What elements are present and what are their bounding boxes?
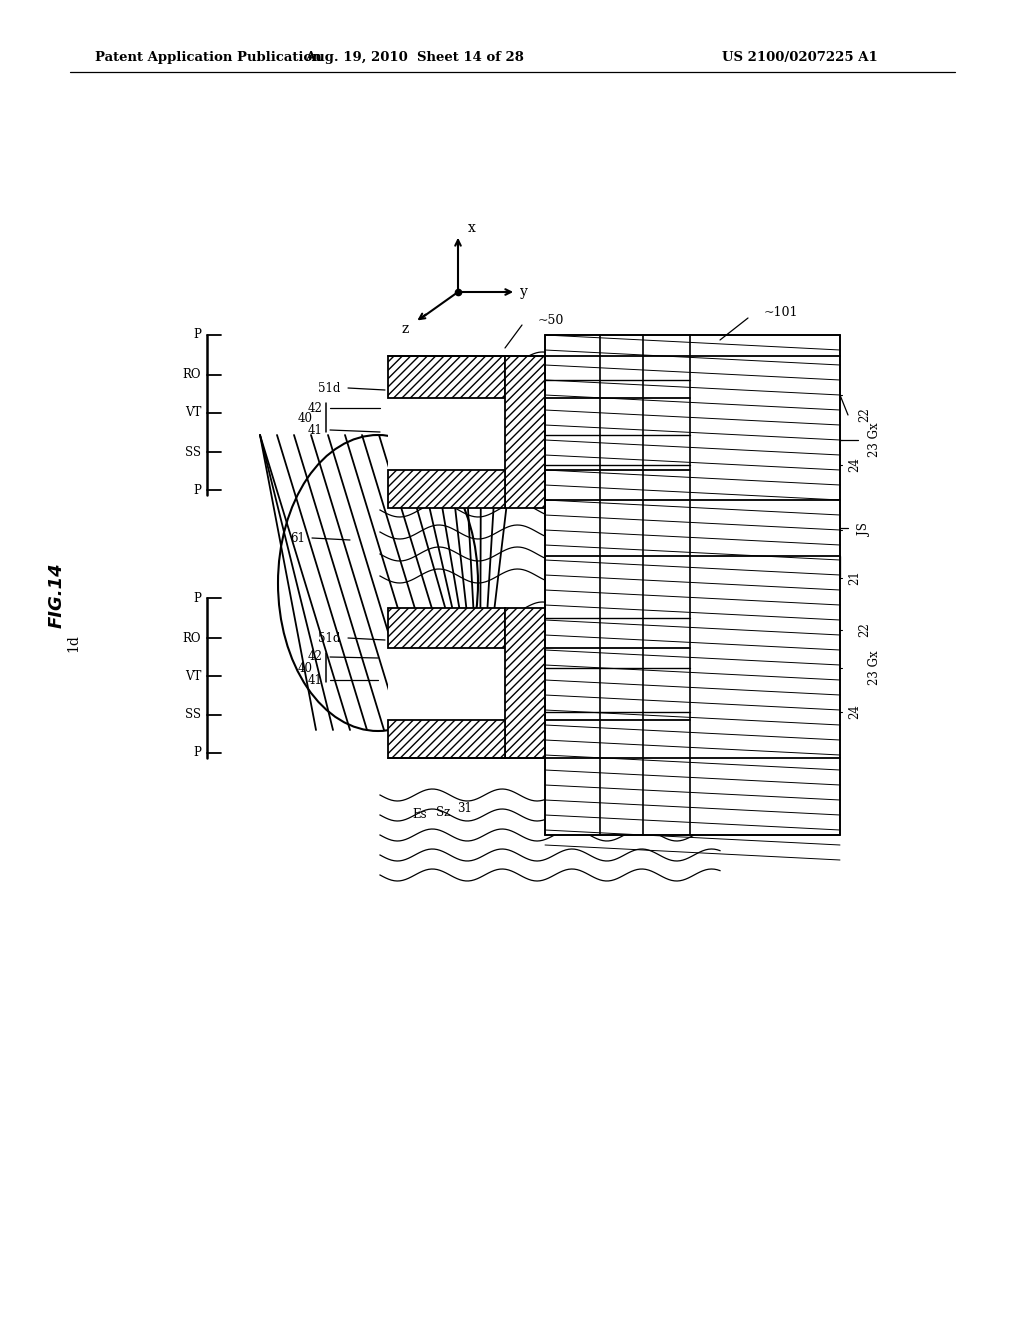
Text: 22: 22 [858,408,871,422]
Text: Aug. 19, 2010  Sheet 14 of 28: Aug. 19, 2010 Sheet 14 of 28 [305,50,524,63]
Bar [545,335,840,836]
Text: US 2100/0207225 A1: US 2100/0207225 A1 [722,50,878,63]
Text: RO: RO [182,368,201,381]
Text: 23 Gx: 23 Gx [868,422,881,457]
Text: SS: SS [185,709,201,722]
Text: 41: 41 [307,673,322,686]
Text: 41: 41 [307,424,322,437]
Text: P: P [194,329,201,342]
Text: VT: VT [184,669,201,682]
Text: SS: SS [185,446,201,458]
Text: Sz: Sz [436,805,451,818]
Bar [388,399,505,470]
Bar [388,648,505,719]
Text: 24: 24 [848,705,861,719]
Text: FIG.14: FIG.14 [48,562,66,628]
Text: 51d: 51d [317,631,340,644]
Text: VT: VT [184,407,201,420]
Text: P: P [194,591,201,605]
Text: z: z [401,322,409,337]
Text: RO: RO [182,631,201,644]
Text: ~101: ~101 [764,305,799,318]
Text: JS: JS [858,524,871,536]
Bar [388,719,505,758]
Text: 40: 40 [298,661,313,675]
Text: x: x [468,220,476,235]
Bar [388,470,505,508]
Bar [505,609,545,758]
Text: 40: 40 [298,412,313,425]
Bar [388,356,505,399]
Text: 31: 31 [458,801,472,814]
Text: Patent Application Publication: Patent Application Publication [95,50,322,63]
Text: P: P [194,483,201,496]
Text: 42: 42 [307,401,322,414]
Bar [505,356,545,508]
Text: ~50: ~50 [538,314,564,326]
Text: 61: 61 [290,532,305,544]
Text: 24: 24 [848,458,861,473]
Text: P: P [194,747,201,759]
Bar [388,609,505,648]
Text: 1d: 1d [66,634,80,652]
Text: y: y [520,285,528,300]
Text: 51d: 51d [317,381,340,395]
Text: 23 Gx: 23 Gx [868,651,881,685]
Text: 21: 21 [848,570,861,585]
Text: Es: Es [413,808,427,821]
Text: 42: 42 [307,651,322,664]
Text: 22: 22 [858,623,871,638]
